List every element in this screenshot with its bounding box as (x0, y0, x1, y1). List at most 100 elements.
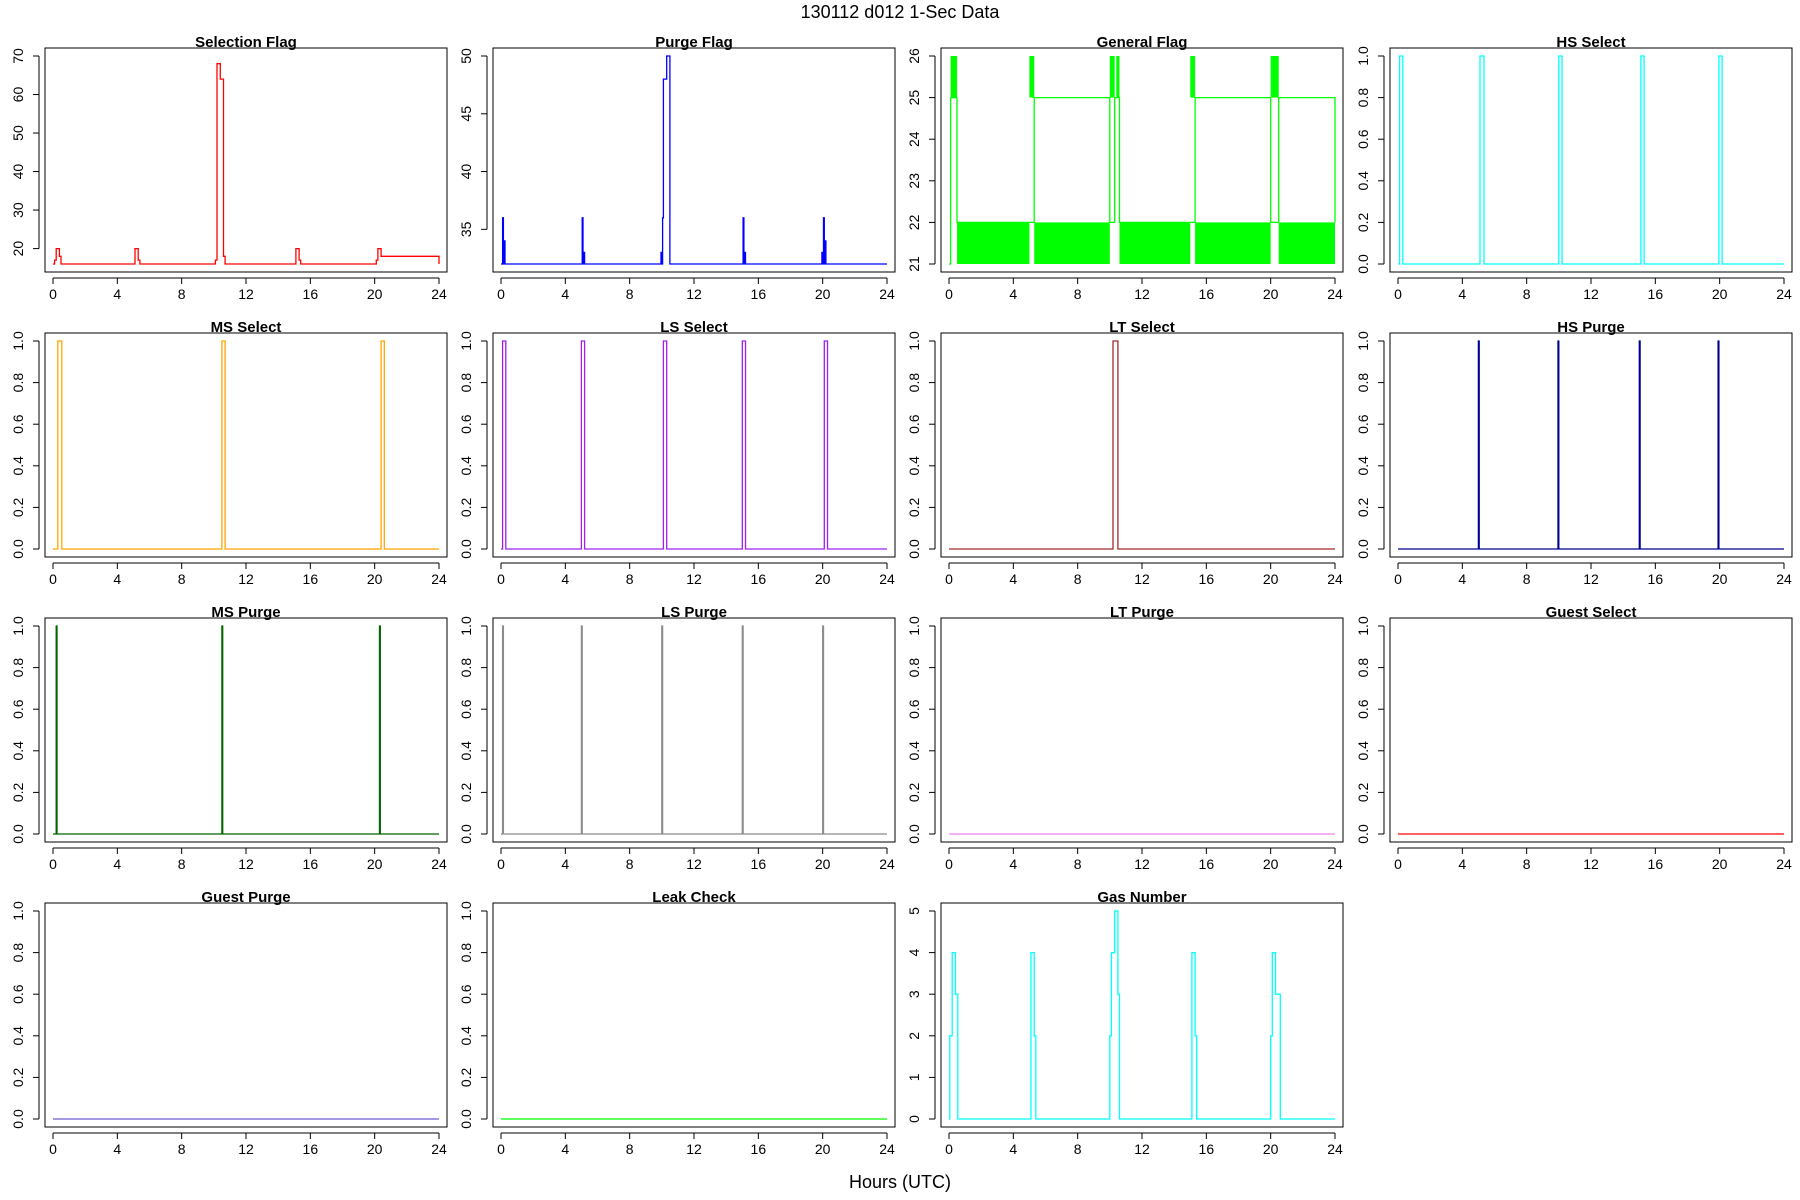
y-tick-label: 26 (906, 48, 922, 64)
x-tick-label: 16 (303, 856, 319, 872)
y-tick-label: 0.2 (458, 782, 474, 802)
y-tick-label: 0.4 (458, 456, 474, 476)
y-tick-label: 1 (906, 1073, 922, 1081)
x-tick-label: 0 (497, 571, 505, 587)
y-tick-label: 0.8 (10, 658, 26, 678)
panel-title: Guest Select (1546, 604, 1637, 621)
y-tick-label: 0.6 (10, 699, 26, 719)
panel-title: Leak Check (652, 889, 736, 906)
x-tick-label: 16 (751, 571, 767, 587)
y-tick-label: 2 (906, 1032, 922, 1040)
y-tick-label: 0.8 (1355, 373, 1371, 393)
y-tick-label: 0.0 (1355, 254, 1371, 274)
y-tick-label: 0.6 (458, 984, 474, 1004)
x-tick-label: 8 (626, 286, 634, 302)
x-axis-label: Hours (UTC) (849, 1172, 951, 1192)
y-tick-label: 0.2 (906, 782, 922, 802)
plot-frame (44, 617, 448, 843)
x-tick-label: 20 (815, 286, 831, 302)
x-tick-label: 4 (113, 1141, 121, 1157)
y-tick-label: 60 (10, 87, 26, 103)
panel-title: Purge Flag (655, 34, 733, 51)
x-tick-label: 24 (431, 571, 447, 587)
x-tick-label: 12 (1583, 856, 1599, 872)
y-tick-label: 0.0 (458, 539, 474, 559)
y-tick-label: 0.4 (10, 456, 26, 476)
figure-title: 130112 d012 1-Sec Data (801, 2, 1001, 22)
x-tick-label: 0 (1394, 856, 1402, 872)
y-tick-label: 70 (10, 48, 26, 64)
x-tick-label: 12 (1134, 1141, 1150, 1157)
x-tick-label: 4 (113, 856, 121, 872)
x-tick-label: 4 (561, 1141, 569, 1157)
y-tick-label: 1.0 (10, 901, 26, 921)
y-tick-label: 0.2 (10, 1067, 26, 1087)
x-tick-label: 24 (431, 286, 447, 302)
y-tick-label: 0.4 (1355, 741, 1371, 761)
y-tick-label: 0.8 (458, 373, 474, 393)
panel-10: LS Purge 0 4 8 12 16 20 24 0.0 0.2 0.4 0.6 0.8 1.0 (458, 604, 896, 872)
x-tick-label: 16 (1648, 856, 1664, 872)
x-tick-label: 16 (1199, 1141, 1215, 1157)
y-tick-label: 0.6 (906, 699, 922, 719)
y-tick-label: 0.6 (458, 414, 474, 434)
panel-title: HS Select (1556, 34, 1625, 51)
x-tick-label: 16 (303, 286, 319, 302)
panel-title: LT Select (1109, 319, 1175, 336)
x-tick-label: 8 (1074, 286, 1082, 302)
x-tick-label: 12 (686, 286, 702, 302)
x-tick-label: 8 (1523, 286, 1531, 302)
series-line-1 (53, 63, 440, 265)
y-tick-label: 0.0 (10, 1109, 26, 1129)
x-tick-label: 0 (945, 1141, 953, 1157)
y-tick-label: 35 (458, 221, 474, 237)
x-tick-label: 8 (1523, 571, 1531, 587)
panel-3: General Flag 0 4 8 12 16 20 24 21 22 23 24 25 26 (906, 34, 1344, 302)
panel-7: LT Select 0 4 8 12 16 20 24 0.0 0.2 0.4 0.6 0.8 1.0 (906, 319, 1344, 587)
x-tick-label: 20 (1712, 286, 1728, 302)
dense-band (1034, 222, 1110, 264)
x-tick-label: 4 (1458, 571, 1466, 587)
panel-13: Guest Purge 0 4 8 12 16 20 24 0.0 0.2 0.4 0.6 0.8 1.0 (10, 889, 448, 1157)
y-tick-label: 50 (10, 125, 26, 141)
y-tick-label: 0.2 (10, 497, 26, 517)
y-tick-label: 0.6 (458, 699, 474, 719)
panel-title: LT Purge (1110, 604, 1174, 621)
y-tick-label: 0.6 (1355, 129, 1371, 149)
y-tick-label: 1.0 (10, 331, 26, 351)
x-tick-label: 4 (1458, 286, 1466, 302)
y-tick-label: 0.4 (1355, 456, 1371, 476)
series-line-1 (949, 340, 1335, 550)
plot-frame (940, 332, 1344, 558)
y-tick-label: 0.2 (906, 497, 922, 517)
x-tick-label: 20 (1263, 856, 1279, 872)
y-tick-label: 0.0 (1355, 539, 1371, 559)
x-tick-label: 24 (1327, 856, 1343, 872)
y-tick-label: 0.4 (458, 1026, 474, 1046)
y-tick-label: 22 (906, 214, 922, 230)
series-line-1 (501, 340, 887, 550)
y-tick-label: 40 (10, 164, 26, 180)
x-tick-label: 8 (178, 1141, 186, 1157)
x-tick-label: 4 (113, 571, 121, 587)
x-tick-label: 12 (1134, 571, 1150, 587)
x-tick-label: 8 (1523, 856, 1531, 872)
y-tick-label: 0.4 (10, 741, 26, 761)
y-tick-label: 0.8 (10, 943, 26, 963)
x-tick-label: 12 (1583, 286, 1599, 302)
x-tick-label: 12 (238, 571, 254, 587)
y-tick-label: 0.2 (458, 1067, 474, 1087)
y-tick-label: 23 (906, 173, 922, 189)
x-tick-label: 0 (497, 856, 505, 872)
x-tick-label: 20 (815, 1141, 831, 1157)
y-tick-label: 1.0 (458, 331, 474, 351)
y-tick-label: 24 (906, 131, 922, 147)
series-line-1 (501, 55, 887, 265)
x-tick-label: 12 (1583, 571, 1599, 587)
x-tick-label: 0 (1394, 571, 1402, 587)
plot-frame (44, 332, 448, 558)
x-tick-label: 12 (238, 856, 254, 872)
y-tick-label: 0.8 (906, 658, 922, 678)
x-tick-label: 20 (367, 571, 383, 587)
